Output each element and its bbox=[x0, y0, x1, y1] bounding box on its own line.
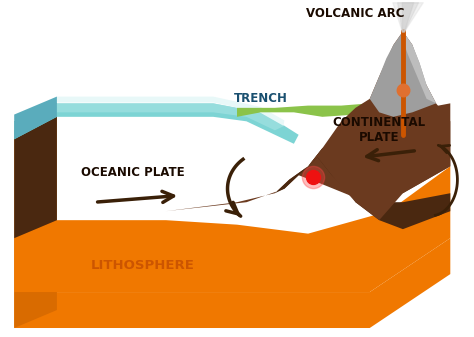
Polygon shape bbox=[14, 97, 284, 126]
Text: CONTINENTAL
PLATE: CONTINENTAL PLATE bbox=[333, 116, 426, 144]
Text: LITHOSPHERE: LITHOSPHERE bbox=[90, 258, 194, 272]
Text: TRENCH: TRENCH bbox=[234, 92, 288, 105]
Polygon shape bbox=[14, 97, 57, 139]
Polygon shape bbox=[275, 148, 450, 229]
Text: VOLCANIC ARC: VOLCANIC ARC bbox=[306, 7, 405, 20]
Text: OCEANIC PLATE: OCEANIC PLATE bbox=[81, 166, 184, 180]
Polygon shape bbox=[14, 103, 57, 238]
Polygon shape bbox=[14, 103, 284, 130]
Polygon shape bbox=[284, 31, 450, 220]
Polygon shape bbox=[14, 238, 450, 328]
Polygon shape bbox=[14, 103, 57, 328]
Polygon shape bbox=[237, 103, 370, 117]
Polygon shape bbox=[14, 103, 299, 144]
Polygon shape bbox=[14, 103, 450, 238]
Polygon shape bbox=[370, 31, 436, 117]
Polygon shape bbox=[14, 166, 450, 292]
Polygon shape bbox=[403, 31, 436, 103]
